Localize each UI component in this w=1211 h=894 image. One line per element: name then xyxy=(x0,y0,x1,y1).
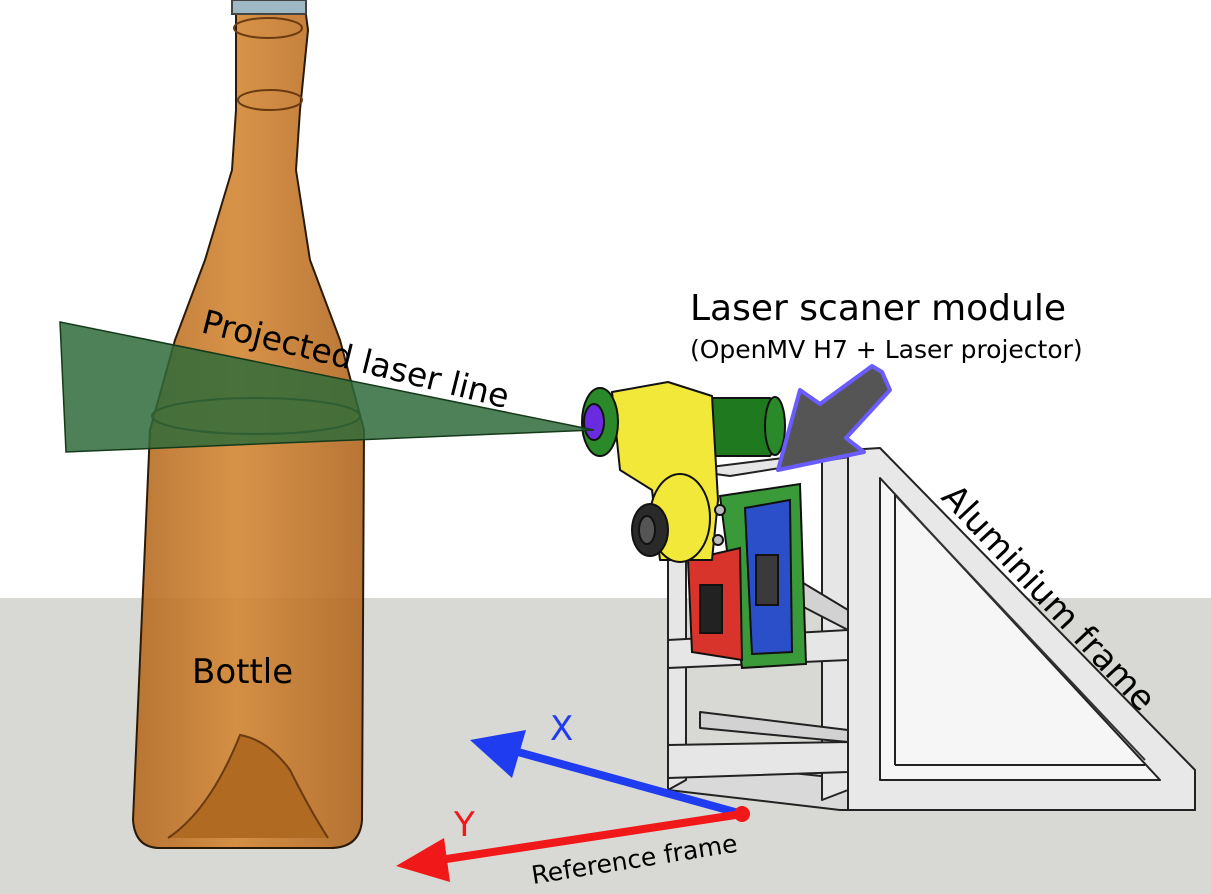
camera-boards xyxy=(686,482,808,670)
pointer-arrow xyxy=(776,364,892,472)
label-bottle: Bottle xyxy=(192,652,293,692)
label-module-subtitle: (OpenMV H7 + Laser projector) xyxy=(690,335,1083,364)
origin-point xyxy=(734,806,750,822)
blue-board-chip xyxy=(755,554,779,606)
bottle-punt xyxy=(167,733,329,839)
label-module-title: Laser scaner module xyxy=(690,288,1066,329)
axis-x-arrow xyxy=(470,730,526,778)
laser-module xyxy=(581,381,786,563)
red-board-chip xyxy=(699,584,723,634)
label-axis-y: Y xyxy=(453,805,475,845)
label-axis-x: X xyxy=(550,709,573,749)
axis-y-arrow xyxy=(396,838,450,882)
reference-frame xyxy=(396,730,750,882)
laser-plane xyxy=(59,321,595,453)
